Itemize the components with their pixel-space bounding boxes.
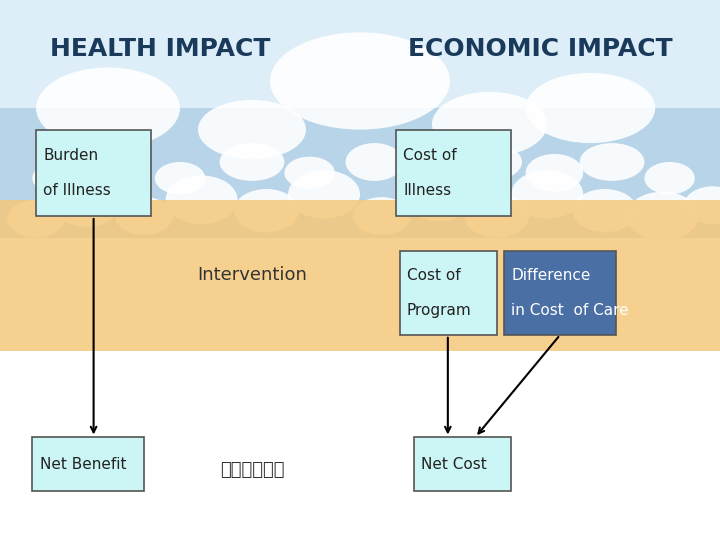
Ellipse shape	[270, 32, 450, 130]
Bar	[504, 251, 616, 335]
Bar	[414, 437, 511, 491]
Text: Cost of

Program: Cost of Program	[407, 268, 472, 318]
Ellipse shape	[572, 189, 637, 232]
Ellipse shape	[353, 197, 410, 235]
Ellipse shape	[115, 197, 173, 235]
Ellipse shape	[234, 189, 299, 232]
Ellipse shape	[457, 143, 522, 181]
Ellipse shape	[7, 200, 65, 238]
Bar	[0, 200, 720, 351]
Ellipse shape	[54, 184, 119, 227]
Text: Cost of

Illness: Cost of Illness	[403, 148, 456, 198]
Ellipse shape	[155, 162, 205, 194]
Text: ECONOMIC IMPACT: ECONOMIC IMPACT	[408, 37, 672, 60]
Ellipse shape	[94, 148, 151, 186]
Bar	[0, 0, 720, 243]
Text: Intervention: Intervention	[197, 266, 307, 285]
Text: Net Cost: Net Cost	[421, 457, 487, 472]
Ellipse shape	[526, 73, 655, 143]
Text: Burden

of Illness: Burden of Illness	[43, 148, 111, 198]
Bar	[0, 0, 720, 108]
Text: Difference

in Cost  of Care: Difference in Cost of Care	[511, 268, 629, 318]
Bar	[36, 130, 151, 216]
Ellipse shape	[32, 162, 83, 194]
Ellipse shape	[288, 170, 360, 219]
Ellipse shape	[407, 162, 457, 194]
Bar	[400, 251, 497, 335]
Ellipse shape	[36, 68, 180, 148]
Text: ผลลพธ์: ผลลพธ์	[220, 461, 284, 479]
Ellipse shape	[580, 143, 644, 181]
Ellipse shape	[346, 143, 403, 181]
Ellipse shape	[198, 100, 306, 159]
Ellipse shape	[166, 176, 238, 224]
Ellipse shape	[511, 170, 583, 219]
Text: Net Benefit: Net Benefit	[40, 457, 126, 472]
Ellipse shape	[284, 157, 335, 189]
Ellipse shape	[684, 186, 720, 224]
Ellipse shape	[464, 194, 529, 238]
Bar	[0, 238, 720, 540]
Ellipse shape	[432, 92, 547, 157]
Text: HEALTH IMPACT: HEALTH IMPACT	[50, 37, 271, 60]
Ellipse shape	[526, 154, 583, 192]
Ellipse shape	[626, 192, 698, 240]
Bar	[32, 437, 144, 491]
Ellipse shape	[220, 143, 284, 181]
Bar	[396, 130, 511, 216]
Ellipse shape	[644, 162, 695, 194]
Ellipse shape	[407, 178, 472, 221]
